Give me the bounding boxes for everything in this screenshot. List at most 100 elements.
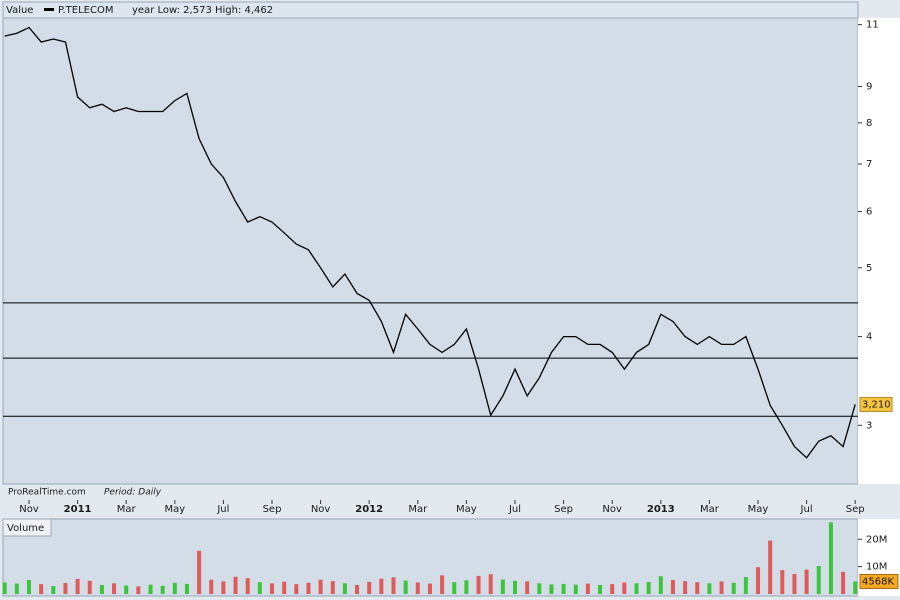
volume-bar xyxy=(585,583,590,594)
x-tick-label: May xyxy=(456,504,477,515)
volume-bar xyxy=(160,585,165,594)
volume-bar xyxy=(743,577,748,594)
volume-bar xyxy=(355,584,360,594)
volume-bar xyxy=(464,580,469,594)
last-value-box xyxy=(859,396,893,412)
volume-bar xyxy=(853,581,858,594)
volume-bar xyxy=(440,575,445,594)
volume-bar xyxy=(391,577,396,594)
y-tick-label: 8 xyxy=(866,118,872,129)
volume-bar xyxy=(513,580,517,594)
volume-bar xyxy=(598,584,603,594)
volume-bar xyxy=(318,579,323,594)
x-tick-label: 2013 xyxy=(647,504,675,515)
watermark: ProRealTime.com xyxy=(8,488,86,498)
legend-swatch xyxy=(44,8,54,11)
volume-bar xyxy=(427,583,432,594)
volume-bar xyxy=(233,576,238,594)
price-header xyxy=(2,1,859,19)
x-tick-label: Mar xyxy=(700,504,720,515)
volume-bar xyxy=(2,582,7,594)
volume-bar xyxy=(756,567,760,594)
volume-bar xyxy=(804,569,809,594)
y-tick-label: 7 xyxy=(866,159,872,170)
y-tick-label: 10M xyxy=(866,562,887,573)
period-label: Period: Daily xyxy=(104,488,162,498)
x-tick-label: Sep xyxy=(846,504,865,515)
volume-bar xyxy=(816,566,821,594)
volume-bar xyxy=(330,581,335,594)
volume-bar xyxy=(270,583,274,594)
volume-bar xyxy=(610,584,615,594)
y-tick-label: 20M xyxy=(866,534,887,545)
volume-bar xyxy=(780,570,785,594)
y-tick-label: 4 xyxy=(866,332,872,343)
volume-bar xyxy=(549,584,554,594)
volume-bar xyxy=(500,579,505,594)
y-tick-label: 5 xyxy=(866,263,872,274)
last-volume-box xyxy=(859,573,899,589)
volume-bar xyxy=(197,550,202,594)
volume-bar xyxy=(136,586,141,594)
x-tick-label: Nov xyxy=(602,504,622,515)
volume-bar xyxy=(452,582,457,594)
volume-bar xyxy=(695,582,700,594)
volume-bar xyxy=(573,584,578,594)
volume-bar xyxy=(14,583,19,594)
x-tick-label: Jul xyxy=(800,504,813,515)
volume-bar xyxy=(75,578,80,594)
volume-bar xyxy=(209,579,214,594)
x-tick-label: Nov xyxy=(19,504,39,515)
volume-title: Volume xyxy=(7,523,44,534)
x-tick-label: May xyxy=(748,504,769,515)
volume-bar xyxy=(525,581,530,594)
volume-bar xyxy=(148,584,153,594)
last-value-label: 3,210 xyxy=(862,399,891,410)
volume-bar xyxy=(27,580,31,594)
volume-bar xyxy=(841,571,846,594)
x-tick-label: Jul xyxy=(216,504,229,515)
y-tick-label: 9 xyxy=(866,82,872,93)
volume-bar xyxy=(476,575,481,594)
price-axis-area xyxy=(858,18,900,484)
volume-bar xyxy=(367,581,372,594)
x-tick-label: Jul xyxy=(508,504,521,515)
volume-bar xyxy=(731,582,736,594)
volume-bar xyxy=(99,584,104,594)
y-tick-label: 6 xyxy=(866,207,872,218)
volume-bar xyxy=(221,581,226,594)
chart-title: Value xyxy=(6,5,33,16)
volume-bar xyxy=(646,581,651,594)
volume-title-box xyxy=(2,518,52,537)
volume-bar xyxy=(622,582,627,594)
x-tick-label: Nov xyxy=(311,504,331,515)
volume-bar xyxy=(537,583,542,594)
volume-bar xyxy=(792,574,797,594)
volume-bar xyxy=(828,522,833,594)
x-tick-label: Mar xyxy=(117,504,137,515)
price-panel xyxy=(2,17,859,485)
volume-bar xyxy=(719,581,724,594)
legend-label: P.TELECOM xyxy=(58,5,113,16)
volume-bar xyxy=(124,585,129,594)
y-tick-label: 11 xyxy=(866,20,879,31)
x-tick-label: 2012 xyxy=(355,504,383,515)
volume-bar xyxy=(294,584,299,594)
volume-bar xyxy=(658,576,663,594)
volume-bar xyxy=(379,578,384,594)
y-tick-label: 3 xyxy=(866,420,872,431)
x-tick-label: 2011 xyxy=(64,504,92,515)
volume-bar xyxy=(63,583,68,594)
volume-bar xyxy=(306,582,311,594)
volume-bar xyxy=(403,580,408,594)
last-volume-label: 4568K xyxy=(862,576,894,587)
volume-bar xyxy=(51,586,56,594)
volume-bar xyxy=(172,582,177,594)
volume-panel xyxy=(2,518,859,597)
x-tick-label: Sep xyxy=(554,504,573,515)
volume-bar xyxy=(39,584,44,594)
volume-bar xyxy=(184,583,189,594)
volume-bar xyxy=(282,581,287,594)
chart-subtitle: year Low: 2,573 High: 4,462 xyxy=(132,5,273,16)
